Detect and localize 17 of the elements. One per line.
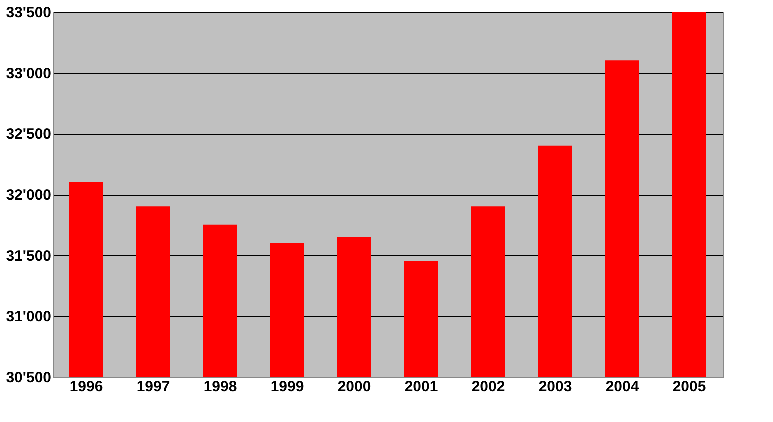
x-tick-label: 1998 [204,378,238,396]
y-tick-label: 33'500 [6,4,52,22]
x-tick-label: 1997 [136,378,170,396]
y-tick-label: 30'500 [6,370,52,386]
x-tick-label: 2004 [606,378,640,396]
x-tick-label: 2002 [472,378,506,396]
x-tick-label: 1999 [270,378,304,396]
x-tick-label: 2000 [338,378,372,396]
x-tick-label: 1996 [70,378,104,396]
x-tick-label: 2001 [404,378,438,396]
y-tick-label: 32'000 [6,187,52,204]
y-tick-label: 32'500 [6,126,52,144]
x-tick-label: 2003 [538,378,572,396]
y-tick-label: 31'000 [6,308,52,326]
y-tick-label: 33'000 [6,65,52,82]
x-tick-label: 2005 [672,378,706,396]
y-tick-label: 31'500 [6,248,52,265]
